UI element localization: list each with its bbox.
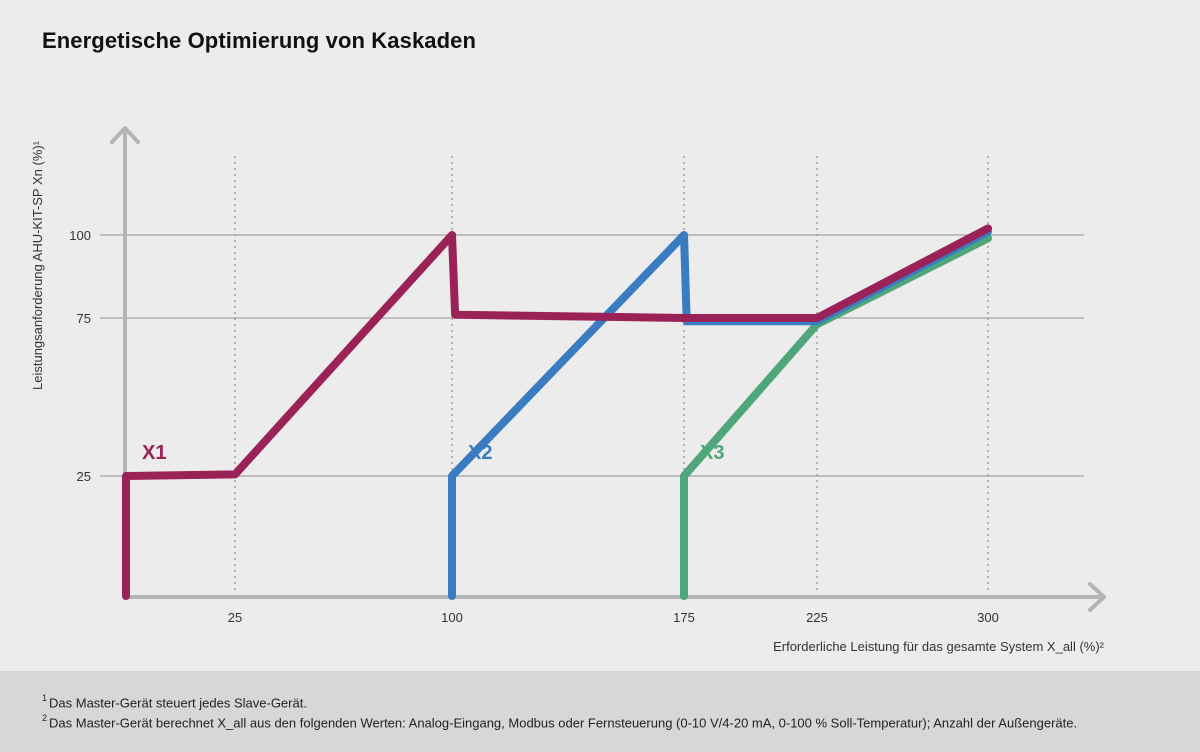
x-tick-label-100: 100: [441, 610, 463, 625]
x-tick-label-300: 300: [977, 610, 999, 625]
x-tick-label-175: 175: [673, 610, 695, 625]
y-axis-title: Leistungsanforderung AHU-KIT-SP Xn (%)¹: [30, 140, 45, 390]
footnote-2-text: Das Master-Gerät berechnet X_all aus den…: [49, 715, 1078, 731]
x-axis-arrow: [1088, 582, 1106, 612]
series-label-x3: X3: [700, 442, 724, 464]
y-tick-label-75: 75: [77, 311, 91, 326]
y-axis-arrow: [110, 126, 140, 144]
footnotes-panel: 1 Das Master-Gerät steuert jedes Slave-Ge…: [0, 671, 1200, 752]
series-line-x1: [122, 224, 992, 600]
series-labels: X1 X2 X3: [142, 442, 724, 464]
grid-lines: [100, 156, 1084, 594]
footnote-2-mark: 2: [42, 713, 48, 723]
series-line-x2: [448, 227, 992, 600]
y-tick-label-25: 25: [77, 469, 91, 484]
cascade-chart: 25 75 100 25 100 175 225 300 X1 X2 X3 Erforderlic…: [30, 126, 1106, 654]
series-lines: [122, 224, 992, 600]
footnote-1-text: Das Master-Gerät steuert jedes Slave-Ger…: [49, 695, 307, 711]
y-tick-label-100: 100: [69, 228, 91, 243]
footnote-1: 1 Das Master-Gerät steuert jedes Slave-Ge…: [42, 693, 307, 711]
footnote-1-mark: 1: [42, 693, 48, 703]
chart-title: Energetische Optimierung von Kaskaden: [42, 28, 477, 53]
x-axis-title: Erforderliche Leistung für das gesamte S…: [773, 639, 1105, 654]
tick-labels: 25 75 100 25 100 175 225 300: [69, 228, 999, 625]
series-label-x1: X1: [142, 442, 166, 464]
series-line-x3: [680, 234, 992, 600]
x-tick-label-225: 225: [806, 610, 828, 625]
footnote-2: 2 Das Master-Gerät berechnet X_all aus de…: [42, 713, 1078, 731]
x-tick-label-25: 25: [228, 610, 242, 625]
series-label-x2: X2: [468, 442, 492, 464]
axes: [110, 126, 1106, 612]
